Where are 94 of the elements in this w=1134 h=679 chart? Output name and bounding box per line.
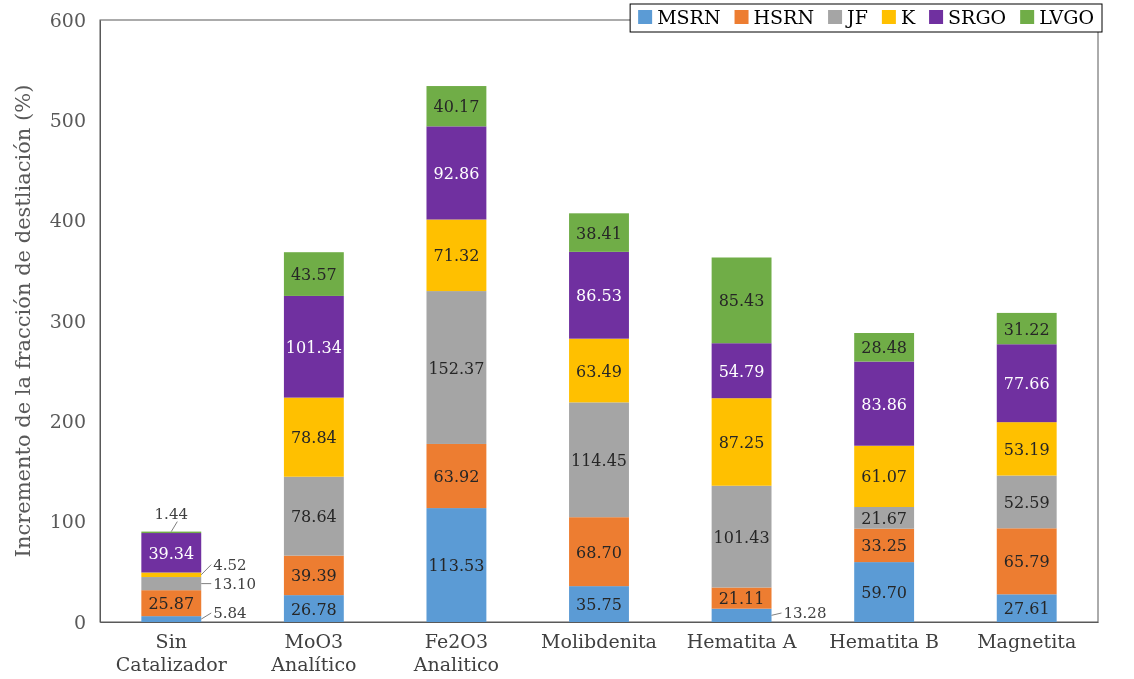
bar (283, 476, 344, 556)
legend-label: HSRN (753, 6, 815, 28)
bar (426, 219, 487, 292)
bar (569, 517, 629, 587)
data-label: 13.10 (213, 574, 257, 593)
data-label: 71.32 (433, 246, 480, 266)
bar (426, 508, 487, 622)
data-label: 85.43 (718, 291, 765, 311)
bar (854, 361, 915, 446)
bar (426, 86, 487, 127)
data-label: 39.34 (148, 543, 195, 563)
data-label: 33.25 (861, 536, 908, 556)
bar (711, 485, 772, 588)
bar (569, 338, 629, 403)
data-label: 152.37 (428, 358, 485, 378)
bar (283, 295, 344, 398)
data-label: 77.66 (1003, 374, 1050, 394)
data-label: 35.75 (576, 595, 622, 615)
data-label: 39.39 (290, 566, 337, 586)
data-label: 59.70 (861, 583, 908, 603)
y-tick-label: 200 (49, 409, 86, 432)
data-label: 101.34 (285, 337, 342, 357)
bar (711, 343, 772, 399)
data-label: 31.22 (1003, 319, 1050, 339)
data-label: 83.86 (861, 394, 908, 414)
x-tick-label: Fe2O3 Analitico (412, 630, 500, 675)
x-tick-label: Molibdenita (541, 630, 657, 652)
bar (569, 213, 629, 252)
data-label: 40.17 (433, 97, 480, 117)
data-label: 5.84 (213, 604, 247, 622)
x-tick-label: MoO3 Analítico (270, 630, 357, 675)
data-label: 61.07 (861, 467, 908, 487)
x-tick-label: Hematita A (686, 630, 797, 652)
y-tick-label: 100 (49, 510, 86, 533)
data-label: 4.52 (213, 555, 247, 574)
bar (283, 252, 344, 296)
bar (426, 291, 487, 444)
data-label: 86.53 (576, 286, 622, 306)
bar (141, 577, 202, 591)
data-label: 27.61 (1003, 599, 1050, 619)
legend-label: LVGO (1039, 6, 1094, 28)
y-tick-label: 0 (73, 610, 86, 633)
bar (854, 562, 915, 622)
bar (569, 251, 629, 339)
data-label: 52.59 (1003, 492, 1050, 512)
data-label: 38.41 (576, 223, 622, 243)
y-tick-label: 300 (49, 309, 86, 332)
bar (426, 126, 487, 220)
legend-label: SRGO (948, 6, 1007, 28)
y-axis-title: Incremento de la fracción de destliación (%) (11, 84, 35, 558)
data-label: 68.70 (576, 542, 622, 562)
x-tick-label: Sin Catalizador (115, 630, 228, 675)
data-label: 26.78 (290, 599, 337, 619)
data-label: 113.53 (428, 556, 485, 576)
data-label: 101.43 (713, 527, 770, 547)
bar (996, 344, 1057, 423)
data-label: 54.79 (718, 361, 765, 381)
data-label: 43.57 (290, 265, 337, 285)
bar (711, 608, 772, 622)
legend-label: K (900, 6, 916, 28)
y-tick-label: 400 (49, 209, 86, 232)
y-tick-label: 600 (49, 8, 86, 31)
data-label: 65.79 (1003, 552, 1050, 572)
bar (426, 443, 487, 509)
data-label: 78.84 (290, 428, 337, 448)
data-label: 114.45 (571, 450, 627, 470)
data-label: 25.87 (148, 594, 195, 614)
bar (711, 398, 772, 486)
data-label: 1.44 (154, 504, 188, 523)
legend-label: MSRN (657, 6, 721, 28)
bar (711, 257, 772, 344)
data-label: 13.28 (783, 604, 827, 622)
bar (141, 616, 202, 622)
data-label: 28.48 (861, 338, 908, 358)
legend-label: JF (845, 6, 868, 28)
bar (141, 533, 202, 573)
bar (283, 397, 344, 477)
bar (996, 422, 1057, 476)
data-label: 92.86 (433, 163, 480, 183)
bar (996, 528, 1057, 595)
bar (569, 402, 629, 518)
y-tick-label: 500 (49, 108, 86, 131)
bar (996, 475, 1057, 529)
data-label: 21.67 (861, 508, 908, 528)
data-label: 78.64 (290, 507, 337, 527)
data-label: 21.11 (718, 589, 765, 609)
bar (569, 586, 629, 622)
data-label: 87.25 (718, 432, 765, 452)
x-tick-label: Magnetita (977, 630, 1077, 652)
x-tick-label: Hematita B (829, 630, 940, 652)
data-label: 63.49 (576, 361, 622, 381)
data-label: 53.19 (1003, 439, 1050, 459)
bar (854, 445, 915, 507)
data-label: 63.92 (433, 467, 480, 487)
